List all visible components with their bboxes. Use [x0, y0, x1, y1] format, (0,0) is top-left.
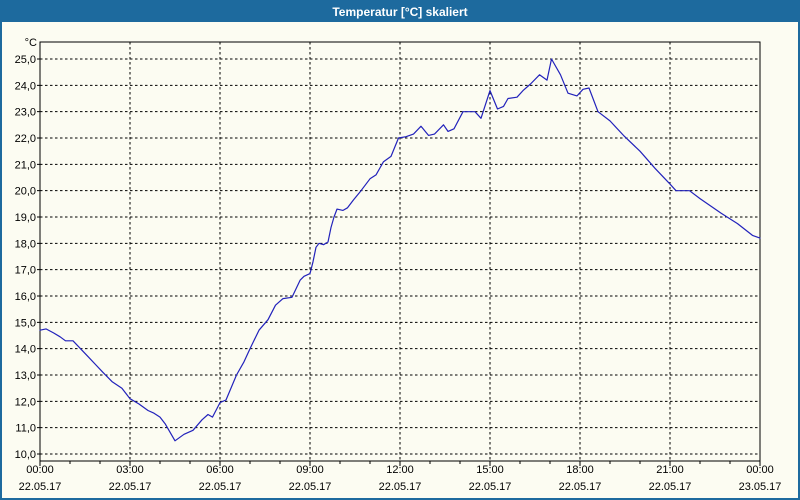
y-tick-label: 13,0 — [15, 370, 36, 382]
x-tick-date-label: 22.05.17 — [289, 481, 332, 493]
x-tick-time-label: 00:00 — [26, 464, 54, 476]
y-axis-ticks — [37, 58, 40, 455]
x-tick-time-label: 09:00 — [296, 464, 324, 476]
x-tick-time-label: 18:00 — [566, 464, 594, 476]
y-tick-label: 17,0 — [15, 265, 36, 277]
y-tick-label: 16,0 — [15, 291, 36, 303]
x-tick-time-label: 15:00 — [476, 464, 504, 476]
x-tick-date-label: 22.05.17 — [109, 481, 152, 493]
y-tick-label: 25,0 — [15, 54, 36, 66]
y-tick-label: 22,0 — [15, 133, 36, 145]
x-tick-date-label: 22.05.17 — [379, 481, 422, 493]
y-tick-label: 15,0 — [15, 317, 36, 329]
y-tick-label: 18,0 — [15, 238, 36, 250]
x-tick-date-label: 22.05.17 — [19, 481, 62, 493]
y-tick-label: 20,0 — [15, 186, 36, 198]
y-tick-label: 10,0 — [15, 449, 36, 461]
y-tick-label: 14,0 — [15, 344, 36, 356]
x-tick-time-label: 00:00 — [746, 464, 774, 476]
y-tick-label: 23,0 — [15, 107, 36, 119]
y-tick-label: 11,0 — [15, 423, 36, 435]
y-tick-label: 19,0 — [15, 212, 36, 224]
x-axis-major-ticks — [39, 461, 761, 466]
x-tick-date-label: 23.05.17 — [739, 481, 782, 493]
y-axis-unit-label: °C — [25, 37, 37, 49]
y-tick-label: 24,0 — [15, 80, 36, 92]
x-tick-date-label: 22.05.17 — [559, 481, 602, 493]
x-tick-time-label: 06:00 — [206, 464, 234, 476]
x-tick-date-label: 22.05.17 — [649, 481, 692, 493]
x-tick-date-label: 22.05.17 — [469, 481, 512, 493]
x-tick-date-label: 22.05.17 — [199, 481, 242, 493]
y-tick-label: 21,0 — [15, 159, 36, 171]
x-tick-time-label: 21:00 — [656, 464, 684, 476]
y-tick-label: 12,0 — [15, 396, 36, 408]
window-title: Temperatur [°C] skaliert — [332, 5, 468, 19]
window-title-bar[interactable]: Temperatur [°C] skaliert — [2, 2, 798, 22]
x-tick-time-label: 12:00 — [386, 464, 414, 476]
x-tick-time-label: 03:00 — [116, 464, 144, 476]
temperature-line — [39, 58, 761, 442]
